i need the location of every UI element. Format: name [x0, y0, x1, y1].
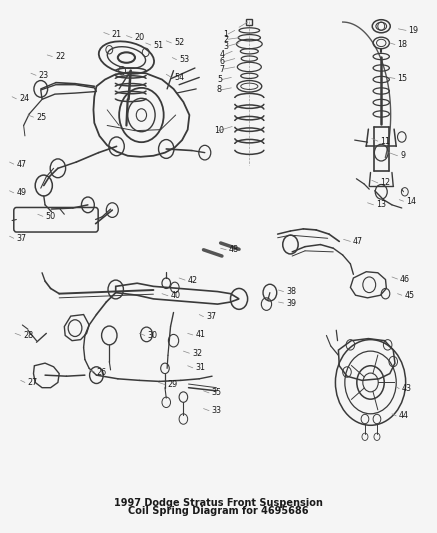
Text: 28: 28 — [23, 331, 33, 340]
Text: 40: 40 — [170, 291, 180, 300]
Text: 53: 53 — [179, 55, 189, 64]
Text: 33: 33 — [212, 406, 222, 415]
Text: 31: 31 — [195, 364, 205, 373]
Text: 25: 25 — [36, 112, 46, 122]
Text: 29: 29 — [167, 380, 178, 389]
Text: 26: 26 — [97, 368, 107, 376]
Text: 13: 13 — [376, 200, 386, 209]
Text: 54: 54 — [174, 73, 184, 82]
Text: Coil Spring Diagram for 4695686: Coil Spring Diagram for 4695686 — [128, 506, 309, 516]
Text: 9: 9 — [400, 151, 405, 160]
Text: 3: 3 — [224, 42, 229, 51]
Text: 12: 12 — [380, 179, 391, 188]
Text: 5: 5 — [218, 75, 223, 84]
Text: 51: 51 — [153, 41, 163, 50]
Text: 18: 18 — [398, 40, 408, 49]
Text: 2: 2 — [224, 35, 229, 44]
Text: 32: 32 — [192, 349, 202, 358]
Text: 6: 6 — [219, 57, 224, 66]
Text: 14: 14 — [406, 197, 416, 206]
Text: 1: 1 — [224, 29, 229, 38]
Text: 44: 44 — [399, 411, 409, 421]
Text: 20: 20 — [135, 33, 145, 42]
Text: 22: 22 — [55, 52, 65, 61]
Text: 23: 23 — [38, 71, 49, 80]
Text: 4: 4 — [219, 51, 224, 60]
Text: 47: 47 — [16, 159, 27, 168]
Text: 30: 30 — [147, 331, 157, 340]
Text: 11: 11 — [380, 136, 390, 146]
Text: 37: 37 — [16, 234, 27, 243]
Text: 10: 10 — [214, 126, 224, 135]
Text: 46: 46 — [400, 274, 410, 284]
Text: 42: 42 — [187, 276, 198, 285]
Text: 7: 7 — [219, 64, 225, 74]
Text: 35: 35 — [212, 389, 222, 398]
Text: 50: 50 — [45, 212, 55, 221]
Text: 1997 Dodge Stratus Front Suspension: 1997 Dodge Stratus Front Suspension — [114, 498, 323, 508]
Text: 24: 24 — [19, 94, 29, 103]
Text: 41: 41 — [195, 330, 205, 340]
Text: 37: 37 — [206, 312, 216, 321]
Text: 15: 15 — [398, 74, 408, 83]
Text: 39: 39 — [286, 298, 296, 308]
Text: 27: 27 — [28, 378, 38, 387]
Text: 52: 52 — [174, 38, 184, 47]
Text: 48: 48 — [229, 245, 239, 254]
Text: 43: 43 — [402, 384, 412, 393]
Text: 45: 45 — [404, 290, 414, 300]
Text: 47: 47 — [353, 237, 363, 246]
Text: 21: 21 — [112, 30, 122, 39]
Text: 38: 38 — [286, 287, 296, 296]
Text: 19: 19 — [409, 26, 419, 35]
Text: 8: 8 — [216, 85, 222, 94]
Text: 49: 49 — [16, 188, 27, 197]
